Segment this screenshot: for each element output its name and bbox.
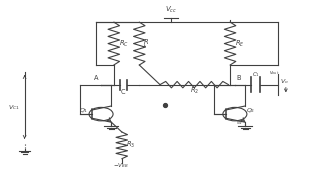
Text: $R_E$: $R_E$ [235,39,244,49]
Text: $R_3$: $R_3$ [126,140,135,150]
Text: $v_{out}$: $v_{out}$ [269,69,280,77]
Text: $Q_2$: $Q_2$ [246,106,255,115]
Text: $R_2$: $R_2$ [190,86,199,96]
Text: $_{0N}$: $_{0N}$ [236,120,243,127]
Text: $V_{cc}$: $V_{cc}$ [165,5,177,15]
Text: $R_C$: $R_C$ [119,39,129,49]
Text: C: C [121,89,126,95]
Text: $V_o$: $V_o$ [280,77,289,86]
Text: $-V_{BB}$: $-V_{BB}$ [113,161,129,170]
Text: $C_1$: $C_1$ [252,70,260,79]
Text: A: A [94,75,99,81]
Text: $R$: $R$ [143,37,149,46]
Text: B: B [236,75,241,81]
Text: $Q_1$: $Q_1$ [79,106,88,115]
Text: $V_{C1}$: $V_{C1}$ [8,103,19,112]
